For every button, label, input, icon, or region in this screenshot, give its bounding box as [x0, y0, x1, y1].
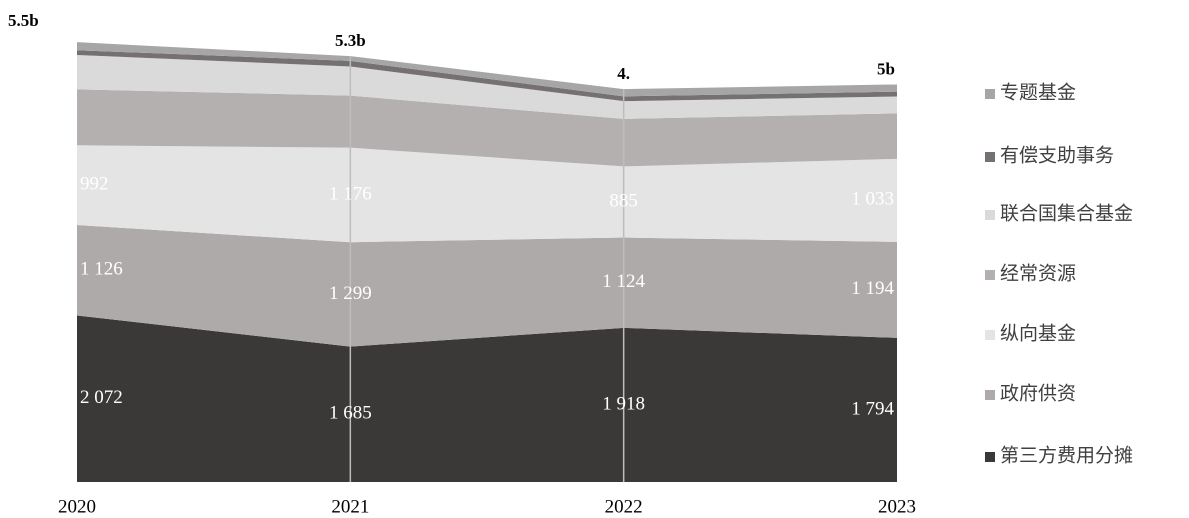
area	[77, 55, 897, 119]
area	[77, 315, 897, 482]
value-label: 1 194	[851, 278, 894, 299]
legend-swatch	[985, 152, 995, 162]
total-label: 5b	[877, 59, 895, 78]
value-label: 992	[80, 173, 109, 194]
legend-label: 经常资源	[1000, 262, 1076, 284]
x-tick-label: 2022	[605, 496, 643, 517]
legend-label: 纵向基金	[1000, 322, 1076, 344]
value-label: 1 124	[602, 271, 645, 292]
x-tick-label: 2021	[331, 496, 369, 517]
value-label: 1 176	[329, 183, 372, 204]
legend-swatch	[985, 210, 995, 220]
legend-swatch	[985, 270, 995, 280]
legend-swatch	[985, 89, 995, 99]
x-tick-label: 2020	[58, 496, 96, 517]
value-label: 1 794	[851, 398, 894, 419]
legend-label: 专题基金	[1000, 81, 1076, 103]
value-label: 1 299	[329, 283, 372, 304]
value-label: 885	[609, 190, 638, 211]
x-tick-label: 2023	[878, 496, 916, 517]
value-label: 2 072	[80, 387, 123, 408]
total-label: 4.	[617, 64, 630, 83]
legend-swatch	[985, 390, 995, 400]
value-label: 1 685	[329, 403, 372, 424]
legend-label: 政府供资	[1000, 382, 1076, 404]
value-label: 1 126	[80, 259, 123, 280]
legend-swatch	[985, 452, 995, 462]
total-label: 5.3b	[335, 31, 366, 50]
y-tick-label: 5.5b	[8, 11, 39, 30]
legend-swatch	[985, 330, 995, 340]
legend-label: 有偿支助事务	[1000, 144, 1114, 166]
legend-label: 第三方费用分摊	[1000, 444, 1133, 466]
area	[77, 50, 897, 102]
value-label: 1 918	[602, 393, 645, 414]
area	[77, 89, 897, 167]
area	[77, 224, 897, 347]
area	[77, 42, 897, 97]
legend-label: 联合国集合基金	[1000, 202, 1133, 224]
value-label: 1 033	[851, 189, 894, 210]
area	[77, 145, 897, 243]
